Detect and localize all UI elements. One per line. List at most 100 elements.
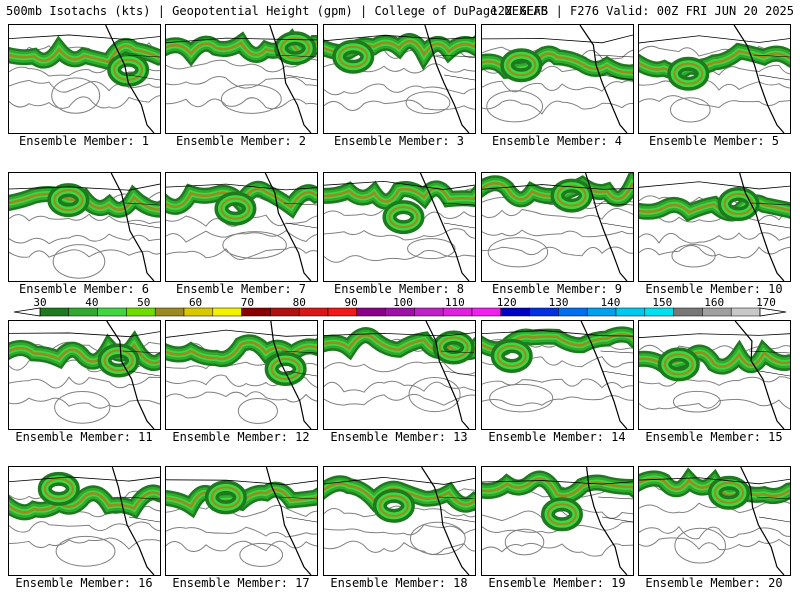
colorbar-tick-label: 100: [393, 296, 413, 309]
height-contour: [166, 75, 317, 89]
height-contour: [669, 97, 711, 123]
colorbar-tick-label: 40: [85, 296, 98, 309]
height-contour: [408, 376, 461, 413]
border-line: [276, 54, 317, 81]
map-svg: [9, 467, 160, 575]
colorbar-tick-label: 70: [241, 296, 254, 309]
border-line: [166, 329, 317, 338]
ensemble-panel: [323, 466, 476, 576]
border-line: [482, 184, 633, 190]
coastline: [734, 321, 785, 429]
colorbar-tick-label: 160: [704, 296, 724, 309]
ensemble-panel: [165, 24, 318, 134]
map-svg: [324, 467, 475, 575]
border-line: [9, 331, 160, 338]
panel-label: Ensemble Member: 20: [645, 576, 783, 590]
coastline: [421, 467, 470, 575]
height-contour: [9, 79, 160, 93]
colorbar-swatch: [270, 307, 300, 317]
height-contour: [405, 91, 451, 115]
height-contour: [482, 99, 633, 115]
ensemble-panel: [8, 172, 161, 282]
border-line: [125, 202, 160, 229]
isotach-band: [9, 342, 160, 365]
map-svg: [324, 25, 475, 133]
border-line: [751, 202, 790, 229]
ensemble-panel: [165, 320, 318, 430]
height-contour: [51, 77, 101, 114]
coastline: [424, 25, 470, 133]
height-contour: [639, 376, 790, 387]
border-line: [482, 34, 633, 44]
isotach-swirl: [388, 206, 419, 229]
isotach-swirl: [438, 336, 469, 359]
height-contour: [639, 398, 790, 411]
isotach-swirl: [714, 481, 745, 504]
border-line: [166, 37, 317, 44]
ensemble-panel: [481, 466, 634, 576]
map-svg: [166, 467, 317, 575]
panel-label: Ensemble Member: 8: [333, 282, 465, 296]
border-line: [639, 181, 790, 190]
height-contour: [504, 528, 545, 556]
map-svg: [324, 173, 475, 281]
border-line: [600, 350, 633, 377]
map-svg: [9, 321, 160, 429]
panel-label: Ensemble Member: 1: [18, 134, 150, 148]
colorbar-swatch: [529, 307, 559, 317]
height-contour: [9, 233, 160, 245]
panel-label: Ensemble Member: 12: [172, 430, 310, 444]
coastline: [739, 173, 785, 281]
isotach-swirl: [53, 189, 84, 212]
colorbar-tick-label: 80: [293, 296, 306, 309]
ensemble-panel: [8, 24, 161, 134]
panel-label: Ensemble Member: 14: [488, 430, 626, 444]
coastline: [733, 25, 785, 133]
height-contour: [324, 228, 475, 241]
colorbar-swatch: [586, 307, 617, 317]
height-contour: [486, 90, 544, 123]
panel-label: Ensemble Member: 2: [175, 134, 307, 148]
coastline: [264, 173, 312, 281]
ensemble-panel: [638, 172, 791, 282]
height-contour: [9, 537, 160, 550]
map-svg: [166, 173, 317, 281]
map-svg: [482, 467, 633, 575]
isotach-band: [9, 491, 160, 514]
border-line: [753, 54, 790, 81]
height-contour: [482, 378, 633, 389]
border-line: [324, 180, 475, 190]
height-contour: [639, 210, 790, 223]
ensemble-panel: [638, 24, 791, 134]
coastline: [105, 25, 155, 133]
height-contour: [482, 80, 633, 93]
ensemble-panel: [8, 320, 161, 430]
coastline: [586, 467, 628, 575]
ensemble-panel: [481, 320, 634, 430]
isotach-band: [324, 482, 475, 506]
border-line: [598, 496, 633, 523]
isotach-band: [9, 192, 160, 212]
height-contour: [487, 237, 549, 268]
map-svg: [639, 173, 790, 281]
colorbar-tick-label: 120: [497, 296, 517, 309]
colorbar-swatch: [183, 307, 214, 317]
height-contour: [639, 537, 790, 551]
isotach-swirl: [43, 477, 74, 500]
height-contour: [237, 397, 278, 424]
coastline: [579, 25, 628, 133]
coastline: [419, 173, 470, 281]
header-run-info: 12Z GEFS | F276 Valid: 00Z FRI JUN 20 20…: [490, 4, 794, 18]
border-line: [482, 480, 633, 485]
border-line: [749, 350, 790, 377]
coastline: [425, 321, 470, 429]
height-contour: [639, 245, 790, 259]
colorbar-swatch: [730, 307, 761, 317]
isotach-swirl: [210, 486, 241, 509]
height-contour: [324, 540, 475, 556]
border-line: [122, 350, 160, 377]
height-contour: [409, 521, 466, 556]
colorbar-swatch: [500, 307, 530, 317]
border-line: [324, 476, 475, 485]
height-contour: [482, 246, 633, 257]
